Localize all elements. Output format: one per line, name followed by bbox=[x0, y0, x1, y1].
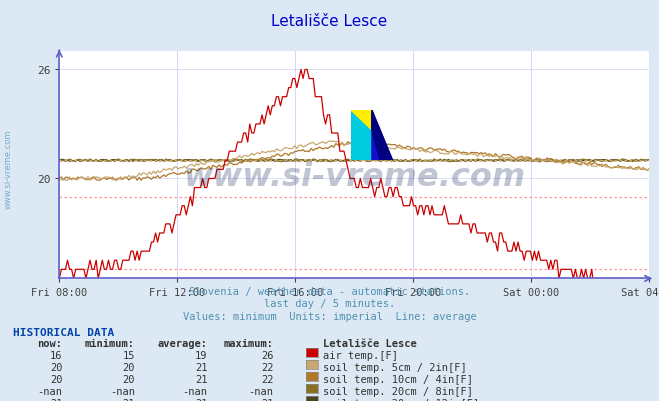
Text: 21: 21 bbox=[195, 375, 208, 384]
Text: 20: 20 bbox=[50, 375, 63, 384]
Text: Letališče Lesce: Letališče Lesce bbox=[323, 338, 416, 348]
Text: 19: 19 bbox=[195, 350, 208, 360]
Polygon shape bbox=[372, 111, 393, 161]
Text: 20: 20 bbox=[123, 375, 135, 384]
Text: -nan: -nan bbox=[248, 387, 273, 396]
Text: soil temp. 30cm / 12in[F]: soil temp. 30cm / 12in[F] bbox=[323, 399, 479, 401]
Text: minimum:: minimum: bbox=[85, 338, 135, 348]
Text: 22: 22 bbox=[261, 363, 273, 372]
Text: now:: now: bbox=[38, 338, 63, 348]
Text: 21: 21 bbox=[261, 399, 273, 401]
Text: 21: 21 bbox=[50, 399, 63, 401]
Text: air temp.[F]: air temp.[F] bbox=[323, 350, 398, 360]
Text: 16: 16 bbox=[50, 350, 63, 360]
Text: 21: 21 bbox=[195, 363, 208, 372]
Text: average:: average: bbox=[158, 338, 208, 348]
Text: soil temp. 10cm / 4in[F]: soil temp. 10cm / 4in[F] bbox=[323, 375, 473, 384]
Text: www.si-vreme.com: www.si-vreme.com bbox=[4, 129, 13, 208]
Polygon shape bbox=[351, 111, 372, 131]
Text: soil temp. 20cm / 8in[F]: soil temp. 20cm / 8in[F] bbox=[323, 387, 473, 396]
Text: 20: 20 bbox=[123, 363, 135, 372]
Text: Slovenia / weather data - automatic stations.: Slovenia / weather data - automatic stat… bbox=[189, 287, 470, 297]
Text: 20: 20 bbox=[50, 363, 63, 372]
Text: Letališče Lesce: Letališče Lesce bbox=[272, 14, 387, 29]
Text: www.si-vreme.com: www.si-vreme.com bbox=[183, 161, 525, 192]
Polygon shape bbox=[351, 111, 372, 161]
Text: maximum:: maximum: bbox=[223, 338, 273, 348]
Polygon shape bbox=[372, 111, 393, 161]
Text: 21: 21 bbox=[123, 399, 135, 401]
Text: Values: minimum  Units: imperial  Line: average: Values: minimum Units: imperial Line: av… bbox=[183, 311, 476, 321]
Text: 26: 26 bbox=[261, 350, 273, 360]
Text: HISTORICAL DATA: HISTORICAL DATA bbox=[13, 327, 115, 337]
Text: -nan: -nan bbox=[110, 387, 135, 396]
Text: 21: 21 bbox=[195, 399, 208, 401]
Text: -nan: -nan bbox=[183, 387, 208, 396]
Text: soil temp. 5cm / 2in[F]: soil temp. 5cm / 2in[F] bbox=[323, 363, 467, 372]
Text: last day / 5 minutes.: last day / 5 minutes. bbox=[264, 299, 395, 309]
Text: 15: 15 bbox=[123, 350, 135, 360]
Text: 22: 22 bbox=[261, 375, 273, 384]
Text: -nan: -nan bbox=[38, 387, 63, 396]
